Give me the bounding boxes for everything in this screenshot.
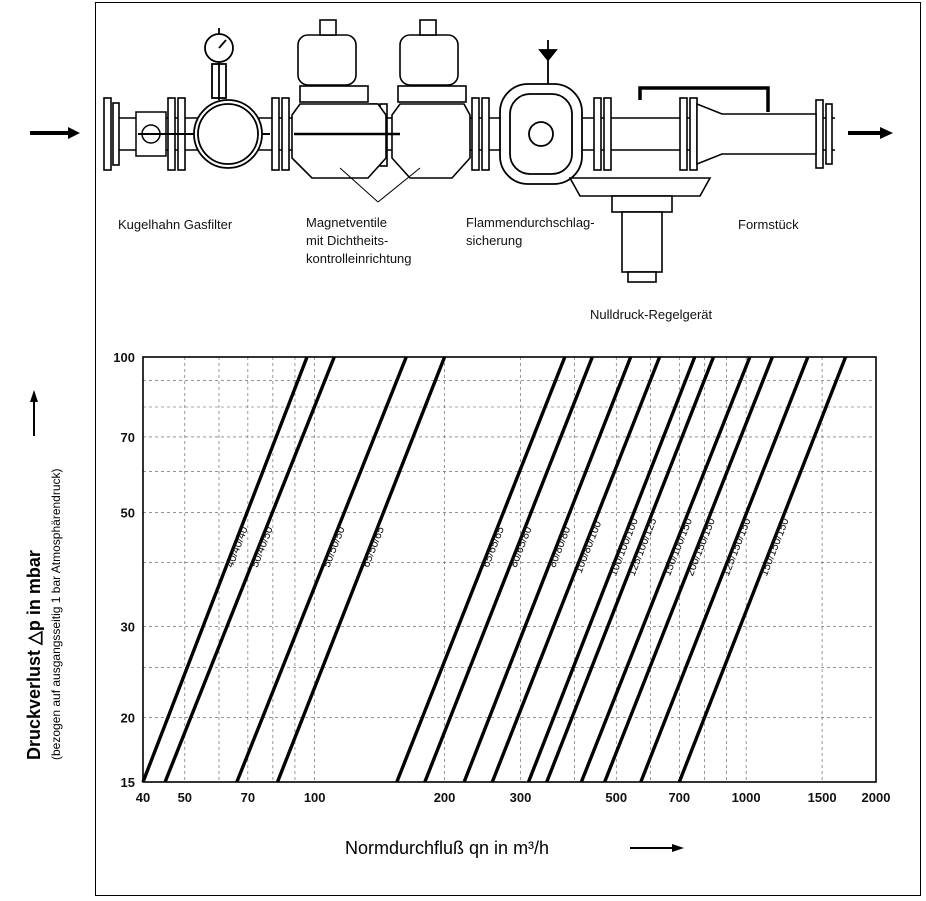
series-label: 50/50/50 — [321, 525, 348, 569]
plot-frame — [142, 356, 877, 783]
outlet-arrow-icon — [848, 127, 893, 139]
label-kugelhahn-gasfilter: Kugelhahn Gasfilter — [118, 217, 233, 232]
x-tick-label: 200 — [434, 790, 456, 805]
y-axis-title: Druckverlust △p in mbar — [24, 550, 44, 760]
y-axis-arrow-icon — [30, 390, 38, 436]
series-line — [395, 356, 567, 783]
y-tick-labels: 15 20 30 50 70 100 — [113, 350, 135, 790]
label-formstueck: Formstück — [738, 217, 799, 232]
series-line — [545, 356, 716, 783]
flame-arrestor-icon — [499, 40, 583, 185]
x-tick-label: 700 — [668, 790, 690, 805]
gas-filter-icon — [193, 28, 263, 169]
series-line — [141, 356, 309, 783]
series-label: 50/40/50 — [249, 525, 276, 569]
x-tick-label: 500 — [605, 790, 627, 805]
y-tick-label: 100 — [113, 350, 135, 365]
x-tick-label: 300 — [510, 790, 532, 805]
x-tick-label: 100 — [304, 790, 326, 805]
series-label: 125/150/150 — [720, 516, 754, 577]
x-tick-label: 40 — [136, 790, 150, 805]
series-label: 100/80/100 — [573, 519, 604, 575]
x-tick-label: 2000 — [862, 790, 891, 805]
series-line — [603, 356, 774, 783]
figure-frame — [95, 2, 921, 896]
gas-train-diagram — [30, 19, 893, 283]
series-line — [423, 356, 594, 783]
x-tick-label: 1000 — [732, 790, 761, 805]
series-label: 40/40/40 — [224, 525, 251, 569]
series-line — [490, 356, 662, 783]
series-line — [526, 356, 697, 783]
series-label: 80/80/80 — [547, 525, 574, 569]
x-axis-title: Normdurchfluß qn in m³/h — [345, 838, 549, 858]
y-tick-label: 20 — [121, 711, 135, 726]
x-tick-label: 70 — [241, 790, 255, 805]
zero-pressure-regulator-icon — [568, 86, 770, 283]
y-tick-label: 30 — [121, 620, 135, 635]
series-line — [677, 356, 848, 783]
x-axis-arrow-icon — [630, 844, 684, 852]
series-line — [163, 356, 336, 783]
label-flammendurchschlagsicherung: Flammendurchschlag- sicherung — [466, 215, 595, 248]
y-tick-label: 70 — [121, 430, 135, 445]
y-tick-label: 50 — [121, 505, 135, 520]
series-label: 65/50/65 — [360, 525, 387, 569]
x-tick-label: 1500 — [808, 790, 837, 805]
label-nulldruck-regelgeraet: Nulldruck-Regelgerät — [590, 307, 713, 322]
series-line — [579, 356, 752, 783]
inlet-arrow-icon — [30, 127, 80, 139]
x-tick-label: 50 — [178, 790, 192, 805]
series-line — [275, 356, 447, 783]
series-label: 150/150/150 — [758, 516, 791, 577]
y-tick-label: 15 — [121, 775, 135, 790]
series-line — [235, 356, 408, 783]
x-tick-labels: 40 50 70 100 200 300 500 700 1000 1500 2000 — [136, 790, 891, 805]
series-line — [462, 356, 633, 783]
series-label: 65/65/65 — [480, 525, 507, 569]
series-line — [639, 356, 810, 783]
y-axis-subtitle: (bezogen auf ausgangsseitig 1 bar Atmosp… — [49, 468, 63, 760]
label-magnetventile: Magnetventile mit Dichtheits- kontrollei… — [306, 215, 412, 266]
fitting-icon — [696, 102, 817, 166]
series-label: 80/65/80 — [508, 525, 535, 569]
solenoid-valve-icon — [291, 19, 471, 203]
